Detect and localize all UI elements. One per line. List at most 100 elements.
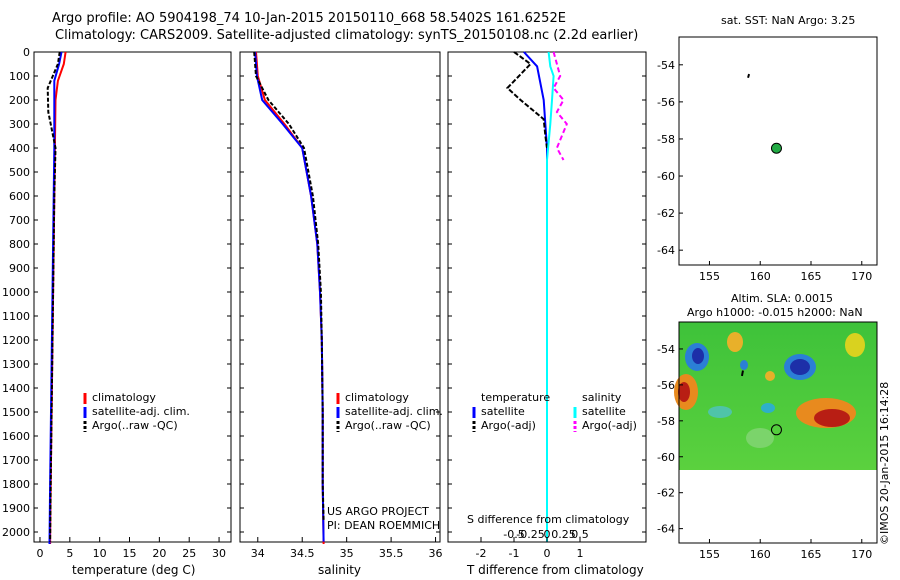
depth-tick-label: 600 xyxy=(9,190,30,203)
depth-tick-label: 1700 xyxy=(2,454,30,467)
sla-map-frame xyxy=(678,321,878,544)
sal-legend-argo: Argo(..raw -QC) xyxy=(345,419,431,432)
depth-tick-label: 1100 xyxy=(2,310,30,323)
sla-anomaly xyxy=(765,371,775,381)
pi-label: PI: DEAN ROEMMICH xyxy=(327,519,441,532)
sal-series-satellite-adj-clim- xyxy=(254,51,325,542)
temp-xtick-label: 30 xyxy=(212,547,226,560)
sla-map-xtick-label: 160 xyxy=(750,548,771,561)
diff-stick-label: 0.5 xyxy=(571,528,589,541)
sla-eddy-low-core xyxy=(790,359,810,375)
depth-tick-label: 700 xyxy=(9,214,30,227)
temp-xtick-label: 5 xyxy=(66,547,73,560)
sla-anomaly xyxy=(746,428,774,448)
temp-xtick-label: 10 xyxy=(93,547,107,560)
diff-stick-label: 0.25 xyxy=(551,528,576,541)
sla-map-xtick-label: 155 xyxy=(699,548,720,561)
imos-watermark: ©IMOS 20-Jan-2015 16:14:28 xyxy=(878,381,891,545)
sla-map-ytick-label: -56 xyxy=(657,379,675,392)
diff-legend-t-satellite: satellite xyxy=(481,405,525,418)
temp-xtick-label: 0 xyxy=(36,547,43,560)
sal-xtick-label: 35.5 xyxy=(379,547,404,560)
sla-anomaly xyxy=(761,403,775,413)
sla-map-ytick-label: -62 xyxy=(657,487,675,500)
depth-tick-label: 200 xyxy=(9,94,30,107)
sst-map-float-marker xyxy=(770,142,782,154)
depth-tick-label: 1200 xyxy=(2,334,30,347)
title-line-1: Argo profile: AO 5904198_74 10-Jan-2015 … xyxy=(52,11,566,26)
depth-tick-label: 900 xyxy=(9,262,30,275)
title-line-2: Climatology: CARS2009. Satellite-adjuste… xyxy=(55,28,639,43)
temperature-panel-frame xyxy=(33,51,232,543)
temp-xtick-label: 25 xyxy=(182,547,196,560)
depth-tick-label: 400 xyxy=(9,142,30,155)
diff-stick-label: -0.5 xyxy=(503,528,524,541)
sla-eddy-high xyxy=(727,332,743,352)
sal-xtick-label: 36 xyxy=(429,547,443,560)
sst-map-xtick-label: 170 xyxy=(851,270,872,283)
sla-eddy-low-core xyxy=(692,348,704,364)
sla-eddy-high-core xyxy=(814,409,850,427)
sla-map-title-2: Argo h1000: -0.015 h2000: NaN xyxy=(687,306,863,319)
depth-tick-label: 0 xyxy=(23,46,30,59)
sal-legend-satellite: satellite-adj. clim. xyxy=(345,405,443,418)
sst-map-ytick-label: -62 xyxy=(657,207,675,220)
sal-xtick-label: 34 xyxy=(251,547,265,560)
depth-tick-label: 100 xyxy=(9,70,30,83)
diff-xtick-label: 1 xyxy=(577,547,584,560)
sla-background xyxy=(679,322,877,470)
diff-series-salinity-argo-adj- xyxy=(552,51,568,161)
diff-legend-temperature-head: temperature xyxy=(481,391,551,404)
sst-map-xtick-label: 155 xyxy=(699,270,720,283)
sla-map-ytick-label: -64 xyxy=(657,523,675,536)
sst-map-ytick-label: -54 xyxy=(657,59,675,72)
temp-legend-satellite: satellite-adj. clim. xyxy=(92,405,190,418)
depth-tick-label: 1300 xyxy=(2,358,30,371)
project-label: US ARGO PROJECT xyxy=(327,505,429,518)
sst-map-ytick-label: -60 xyxy=(657,170,675,183)
temp-xtick-label: 20 xyxy=(152,547,166,560)
sal-xlabel: salinity xyxy=(318,563,362,577)
sst-map-xtick-label: 160 xyxy=(750,270,771,283)
diff-xtick-label: -2 xyxy=(476,547,487,560)
diff-stick-label: 0 xyxy=(544,528,551,541)
depth-tick-label: 300 xyxy=(9,118,30,131)
sal-xtick-label: 35 xyxy=(340,547,354,560)
sal-legend-climatology: climatology xyxy=(345,391,409,404)
sst-map-ytick-label: -64 xyxy=(657,244,675,257)
sla-anomaly xyxy=(708,406,732,418)
depth-tick-label: 1600 xyxy=(2,430,30,443)
temp-xtick-label: 15 xyxy=(123,547,137,560)
diff-series-temperature-argo-adj- xyxy=(505,51,548,149)
diff-legend-t-argo: Argo(-adj) xyxy=(481,419,536,432)
diff-legend-salinity-head: salinity xyxy=(582,391,622,404)
sal-xtick-label: 34.5 xyxy=(290,547,315,560)
depth-tick-label: 1500 xyxy=(2,406,30,419)
diff-stick-label: -0.25 xyxy=(516,528,544,541)
salinity-panel-frame xyxy=(239,51,441,543)
sla-map-track-mark xyxy=(740,370,744,377)
diff-xtick-label: -1 xyxy=(509,547,520,560)
dynamic-layer: 0100200300400500600700800900100011001200… xyxy=(2,46,872,561)
depth-tick-label: 1800 xyxy=(2,478,30,491)
sla-eddy-high xyxy=(845,333,865,357)
sla-nodata xyxy=(679,470,877,543)
sst-map-title: sat. SST: NaN Argo: 3.25 xyxy=(721,14,856,27)
diff-xlabel: T difference from climatology xyxy=(467,563,644,577)
diff-xtick-label: 0 xyxy=(544,547,551,560)
diff-legend-s-satellite: satellite xyxy=(582,405,626,418)
temp-xlabel: temperature (deg C) xyxy=(72,563,196,577)
sla-map-xtick-label: 170 xyxy=(851,548,872,561)
sst-map-ytick-label: -58 xyxy=(657,133,675,146)
depth-tick-label: 2000 xyxy=(2,526,30,539)
depth-tick-label: 800 xyxy=(9,238,30,251)
diff-series-salinity-satellite xyxy=(546,51,555,542)
depth-tick-label: 500 xyxy=(9,166,30,179)
sst-map-ytick-label: -56 xyxy=(657,96,675,109)
diff-top-label: S difference from climatology xyxy=(467,513,630,526)
sla-map-title-1: Altim. SLA: 0.0015 xyxy=(731,292,834,305)
sla-map-ytick-label: -60 xyxy=(657,451,675,464)
sla-map-ytick-label: -54 xyxy=(657,343,675,356)
depth-tick-label: 1000 xyxy=(2,286,30,299)
